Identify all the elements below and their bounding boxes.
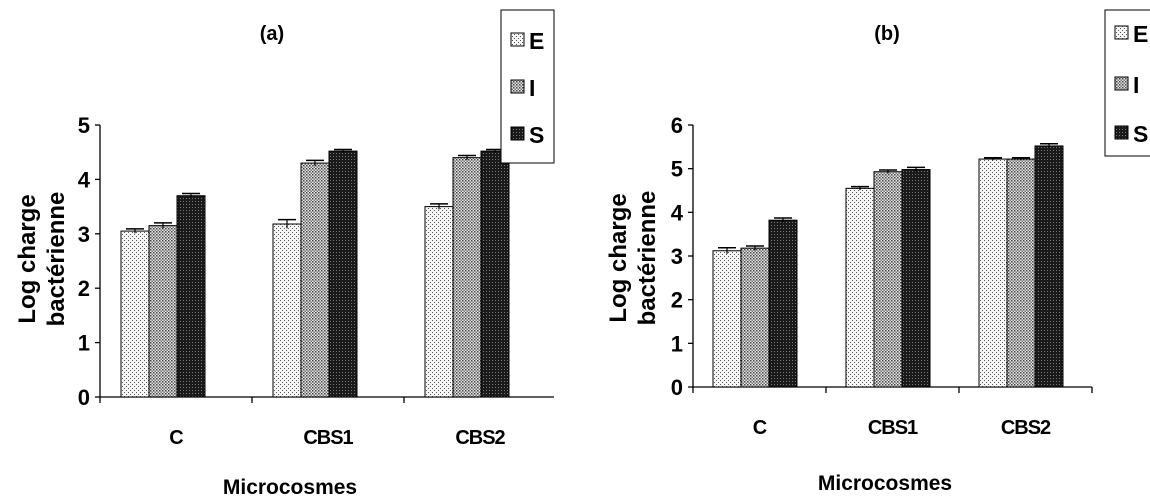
bar [740,247,770,388]
y-tick-label: 4 [78,167,91,192]
legend-label: I [1133,72,1139,98]
y-axis-label-line2: bactérienne [43,192,70,327]
x-tick-label: CBS2 [455,427,505,449]
y-tick-label: 5 [78,113,90,138]
bar [768,219,798,388]
legend-swatch [510,32,525,47]
y-tick-label: 6 [671,113,683,138]
y-tick-label: 2 [78,276,90,301]
legend-label: S [1133,121,1148,147]
y-tick-label: 0 [78,385,90,410]
y-tick-label: 4 [671,200,684,225]
bar [845,187,875,388]
bar [300,162,330,398]
chart-title: (a) [260,23,284,45]
y-tick-label: 2 [671,288,683,313]
bars [712,143,1064,388]
legend-swatch [510,79,525,94]
legend-label: S [529,122,544,148]
bar [712,250,742,388]
bars [120,148,510,398]
y-tick-label: 1 [671,331,683,356]
y-axis-label-line1: Log charge [14,194,41,323]
legend-box [500,9,555,164]
legend-label: E [1133,21,1148,47]
bar [148,225,178,398]
y-tick-label: 0 [671,375,683,400]
x-axis-label: Microcosmes [818,472,952,495]
axes: 0 1 2 3 4 5 C CBS1 CBS2 [78,113,554,449]
bar [901,169,931,388]
x-tick-label: CBS1 [868,417,918,439]
legend-swatch [1114,25,1129,40]
bar [424,206,454,398]
y-axis-label-line2: bactérienne [634,191,661,326]
bar [1006,158,1036,388]
bar [176,195,206,398]
y-tick-label: 3 [78,222,90,247]
x-tick-label: C [753,417,767,439]
legend-label: I [529,75,535,101]
x-axis-label: Microcosmes [223,476,357,499]
x-tick-label: CBS2 [1001,417,1051,439]
bar [1034,145,1064,388]
bar [328,150,358,398]
bar [873,171,903,388]
bar [978,158,1008,388]
y-axis-label-line1: Log charge [605,193,632,322]
chart-a: (a) Log charge bactérienne Microcosmes 0… [14,9,555,499]
legend-swatch [1114,76,1129,91]
x-tick-label: C [169,427,183,449]
bar [480,150,510,398]
legend-swatch [1114,125,1129,140]
bar [120,230,150,398]
legend-swatch [510,126,525,141]
bar [452,157,482,398]
chart-title: (b) [874,23,900,45]
legend-label: E [529,28,544,54]
legend: EIS [1104,9,1150,157]
y-tick-label: 1 [78,331,90,356]
y-tick-label: 3 [671,244,683,269]
x-tick-label: CBS1 [303,427,353,449]
chart-b: (b) Log charge bactérienne Microcosmes 0… [605,9,1150,495]
bar [272,223,302,398]
legend: EIS [500,9,555,164]
y-tick-label: 5 [671,157,683,182]
